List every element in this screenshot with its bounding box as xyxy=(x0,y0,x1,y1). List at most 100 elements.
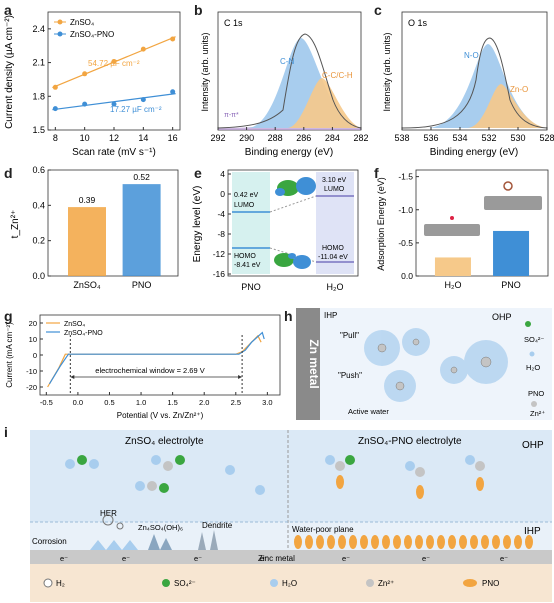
chart-g: electrochemical window = 2.69 V ZnSO₄ Zn… xyxy=(5,314,281,420)
data-point xyxy=(111,58,117,64)
x-tick-label: 530 xyxy=(510,133,525,143)
chart-d-ticks: 0.0 0.2 0.4 0.6 xyxy=(32,165,51,281)
chart-c-xlabel: Binding energy (eV) xyxy=(430,147,518,158)
pno-molecule xyxy=(459,535,467,549)
pno-layer xyxy=(294,535,533,549)
bar-category-label: PNO xyxy=(501,280,521,290)
pno-band xyxy=(232,172,270,274)
pno-molecule xyxy=(470,535,478,549)
y-tick-label: 1.8 xyxy=(32,91,45,101)
pno-molecule xyxy=(316,535,324,549)
x-tick-label: 3.0 xyxy=(262,398,272,407)
x-tick-label: 292 xyxy=(210,133,225,143)
pno-molecule xyxy=(305,535,313,549)
h-legend-so4: SO₄²⁻ xyxy=(524,335,544,344)
pno-molecule xyxy=(481,535,489,549)
pno-molecule xyxy=(514,535,522,549)
bar-category-label: H₂O xyxy=(444,280,461,290)
x-tick-label: 14 xyxy=(138,133,148,143)
y-tick-label: 2.1 xyxy=(32,58,45,68)
pno-molecule xyxy=(382,535,390,549)
panel-label-c: c xyxy=(374,2,382,18)
legend-label-znso4: ZnSO₄ xyxy=(70,18,94,27)
x-tick-label: 8 xyxy=(53,133,58,143)
legend-label-g-pno: ZnSO₄-PNO xyxy=(64,330,103,337)
y-tick-label: 0 xyxy=(220,189,225,199)
ihp-label: IHP xyxy=(324,311,337,320)
y-tick-label: 0.6 xyxy=(32,165,45,175)
y-tick-label: 0.4 xyxy=(32,200,45,210)
y-tick-label: -4 xyxy=(217,209,225,219)
chart-e-cat-h2o: H₂O xyxy=(327,282,344,292)
chart-g-xlabel: Potential (V vs. Zn/Zn²⁺) xyxy=(117,411,204,420)
push-label: "Push" xyxy=(338,371,362,380)
x-tick-label: 290 xyxy=(239,133,254,143)
y-tick-label: 20 xyxy=(29,319,37,328)
y-tick-label: -1.5 xyxy=(398,172,413,182)
peak-label-pi: π-π* xyxy=(224,112,239,119)
data-point xyxy=(82,101,88,107)
chart-b-xlabel: Binding energy (eV) xyxy=(245,147,333,158)
chart-c-frame xyxy=(401,11,548,131)
x-tick-label: 0.0 xyxy=(73,398,83,407)
panel-label-d: d xyxy=(4,165,13,181)
i-legend-h2: H₂ xyxy=(56,579,65,588)
data-point xyxy=(52,106,58,112)
left-interface xyxy=(90,514,218,550)
data-point xyxy=(170,89,176,95)
i-legend-pno: PNO xyxy=(482,579,499,588)
h2o-homo-label: HOMO xyxy=(322,245,344,252)
chart-d-frame xyxy=(47,169,179,277)
data-point xyxy=(82,71,88,77)
bar-category-label: PNO xyxy=(132,280,152,290)
x-tick-label: 10 xyxy=(80,133,90,143)
h-legend-pno: PNO xyxy=(528,389,544,398)
pno-molecule xyxy=(371,535,379,549)
bar-category-label: ZnSO₄ xyxy=(73,280,101,290)
solvation-spheres xyxy=(364,328,508,402)
i-legend-zn: Zn²⁺ xyxy=(378,579,394,588)
y-tick-label: 1.5 xyxy=(32,125,45,135)
chart-a-xlabel: Scan rate (mV s⁻¹) xyxy=(72,147,156,158)
x-tick-label: 0.5 xyxy=(104,398,114,407)
chart-f-ticks: 0.0 -0.5 -1.0 -1.5 xyxy=(398,172,419,281)
peak-label-c-n: C-N xyxy=(280,57,294,66)
chart-d: 0.0 0.2 0.4 0.6 0.39 ZnSO₄ 0.52 PNO t_Zn²⁺ xyxy=(10,165,179,290)
bar-value-label: 0.52 xyxy=(133,172,150,182)
chart-d-ylabel: t_Zn²⁺ xyxy=(10,210,21,239)
i-ohp-label: OHP xyxy=(522,440,544,451)
chart-b: C 1s C-N C-C/C-H π-π* 292 290 288 286 284 282… xyxy=(200,11,368,158)
chart-b-ticks: 292 290 288 286 284 282 xyxy=(210,127,368,143)
pno-molecule xyxy=(404,535,412,549)
pno-homo-value: -8.41 eV xyxy=(234,262,261,269)
y-tick-label: 10 xyxy=(29,335,37,344)
bar-1 xyxy=(493,230,530,276)
pno-lumo-value: 0.42 eV xyxy=(234,192,258,199)
pno-molecule xyxy=(503,535,511,549)
data-point xyxy=(140,97,146,103)
i-legend-h2o: H₂O xyxy=(282,579,297,588)
y-tick-label: 0.0 xyxy=(32,271,45,281)
envelope-c xyxy=(401,37,548,129)
panel-label-h: h xyxy=(284,308,293,324)
chart-a-marks xyxy=(52,36,176,112)
pno-molecule xyxy=(492,535,500,549)
pno-molecule xyxy=(525,535,533,549)
pno-molecule xyxy=(448,535,456,549)
right-title: ZnSO₄-PNO electrolyte xyxy=(358,436,462,447)
x-tick-label: 284 xyxy=(325,133,340,143)
electron-label: e⁻ xyxy=(122,554,130,563)
data-point xyxy=(111,101,117,107)
homo-orbital-icon xyxy=(274,253,311,269)
peak-pi xyxy=(218,123,361,130)
pno-molecule xyxy=(393,535,401,549)
peak-zn-o xyxy=(468,84,547,128)
left-title: ZnSO₄ electrolyte xyxy=(125,436,204,447)
pno-molecule xyxy=(294,535,302,549)
bar-0 xyxy=(434,257,471,276)
chart-a-ylabel: Current density (µA cm⁻²) xyxy=(4,15,15,129)
pno-homo-label: HOMO xyxy=(234,253,256,260)
electron-label: e⁻ xyxy=(60,554,68,563)
pno-molecule xyxy=(437,535,445,549)
pno-molecule xyxy=(360,535,368,549)
